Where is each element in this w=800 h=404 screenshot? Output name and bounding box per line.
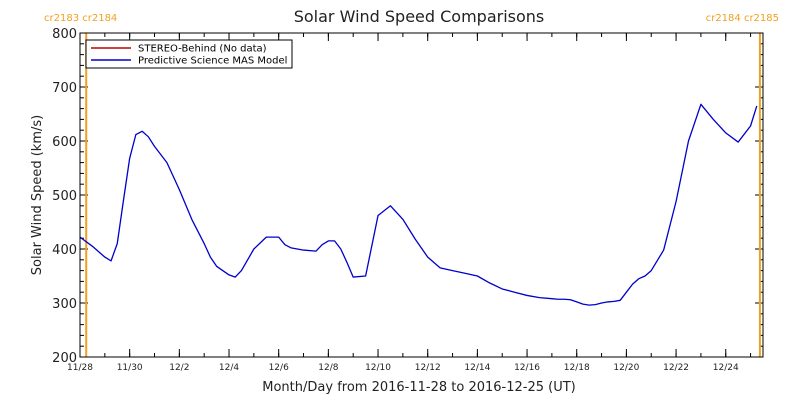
y-tick-label: 800 xyxy=(52,27,77,42)
x-tick-label: 12/4 xyxy=(219,363,239,373)
x-tick-label: 12/18 xyxy=(564,363,590,373)
legend-label-mas-model: Predictive Science MAS Model xyxy=(138,56,287,67)
x-tick-label: 12/24 xyxy=(713,363,739,373)
y-tick-label: 700 xyxy=(52,81,77,96)
y-tick-label: 200 xyxy=(52,351,77,366)
x-tick-label: 11/30 xyxy=(117,363,143,373)
series-layer xyxy=(79,103,758,306)
x-tick-label: 12/2 xyxy=(169,363,189,373)
carrington-rotation-label-left: cr2183 cr2184 xyxy=(44,13,117,24)
x-tick-label: 11/28 xyxy=(67,363,93,373)
x-tick-label: 12/22 xyxy=(663,363,689,373)
x-axis-label: Month/Day from 2016-11-28 to 2016-12-25 … xyxy=(262,380,575,395)
carrington-rotation-label-right: cr2184 cr2185 xyxy=(706,13,779,24)
x-tick-label: 12/8 xyxy=(318,363,338,373)
legend-label-stereo-behind: STEREO-Behind (No data) xyxy=(138,44,267,55)
series-line-1 xyxy=(79,103,758,306)
x-tick-label: 12/6 xyxy=(269,363,289,373)
y-tick-label: 600 xyxy=(52,135,77,150)
y-tick-label: 500 xyxy=(52,189,77,204)
x-tick-label: 12/10 xyxy=(365,363,391,373)
legend-box xyxy=(85,39,293,69)
x-tick-label: 12/16 xyxy=(514,363,540,373)
y-tick-label: 400 xyxy=(52,243,77,258)
y-tick-label: 300 xyxy=(52,297,77,312)
chart-title: Solar Wind Speed Comparisons xyxy=(294,7,545,26)
y-axis-label: Solar Wind Speed (km/s) xyxy=(30,115,45,275)
axis-ticks: 200 300 400 500 600 700 800 11/28 11/30 12/2 12/4 1… xyxy=(52,27,763,373)
carrington-markers xyxy=(85,33,761,357)
x-tick-label: 12/14 xyxy=(464,363,490,373)
x-tick-label: 12/20 xyxy=(613,363,639,373)
x-tick-label: 12/12 xyxy=(415,363,441,373)
legend: STEREO-Behind (No data) Predictive Scien… xyxy=(85,39,293,69)
plot-frame xyxy=(79,32,764,358)
